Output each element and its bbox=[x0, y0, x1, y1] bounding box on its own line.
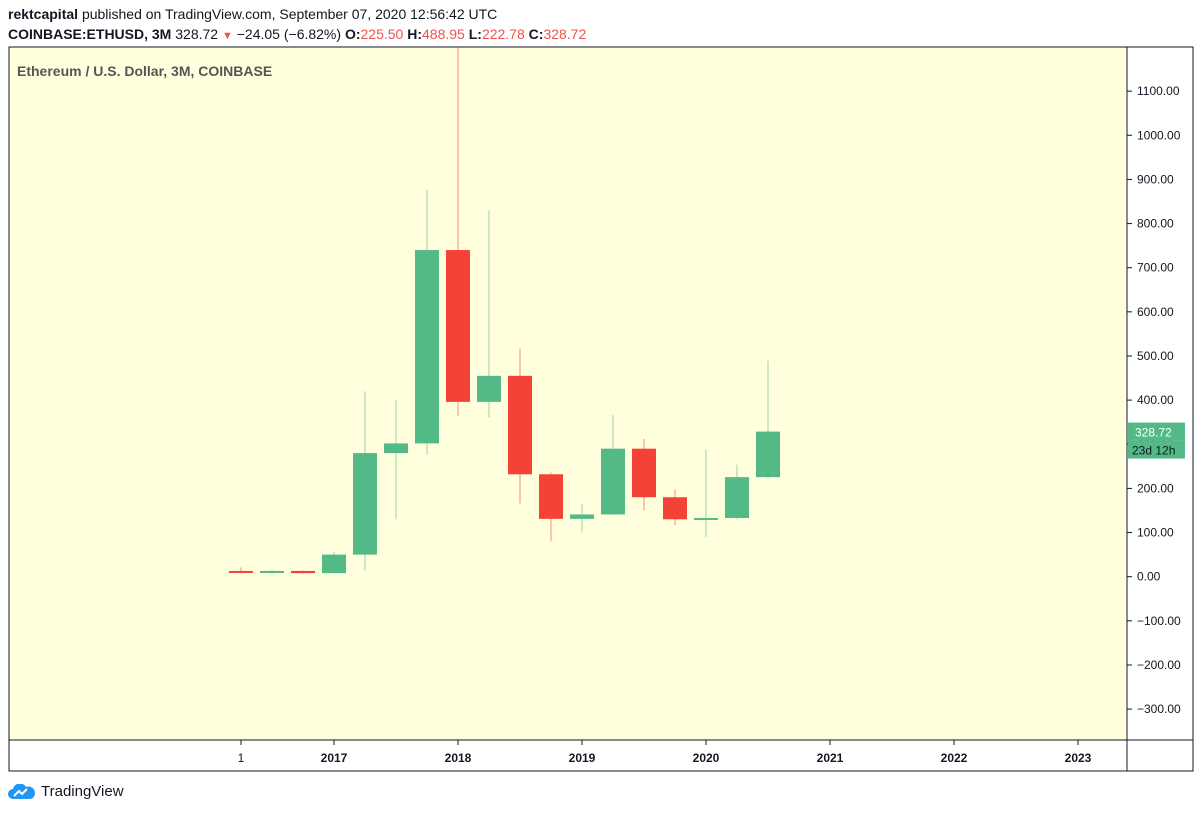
candle-body bbox=[446, 250, 470, 402]
candle-body bbox=[694, 517, 718, 520]
y-tick-label: 1000.00 bbox=[1137, 128, 1181, 142]
countdown-tag-label: 23d 12h bbox=[1132, 444, 1175, 458]
candle-body bbox=[601, 448, 625, 515]
candle bbox=[291, 570, 315, 574]
last-price: 328.72 bbox=[175, 26, 219, 42]
y-tick-label: 600.00 bbox=[1137, 305, 1174, 319]
high-label: H: bbox=[407, 26, 422, 42]
candle bbox=[322, 551, 346, 574]
low-label: L: bbox=[468, 26, 482, 42]
open-value: 225.50 bbox=[360, 26, 404, 42]
candle bbox=[229, 567, 253, 574]
candle-body bbox=[570, 514, 594, 519]
y-tick-label: 900.00 bbox=[1137, 172, 1174, 186]
candle-body bbox=[508, 375, 532, 475]
symbol-info: COINBASE:ETHUSD, 3M 328.72 ▼ −24.05 (−6.… bbox=[8, 26, 586, 42]
y-tick-label: 500.00 bbox=[1137, 349, 1174, 363]
x-tick-label: 2021 bbox=[817, 751, 844, 765]
x-tick-label: 2018 bbox=[445, 751, 472, 765]
low-value: 222.78 bbox=[481, 26, 525, 42]
candle bbox=[725, 464, 749, 520]
candle bbox=[539, 472, 563, 542]
candle-body bbox=[353, 453, 377, 555]
x-tick-label: 2019 bbox=[569, 751, 596, 765]
brand-name: TradingView bbox=[41, 783, 124, 800]
candle-body bbox=[663, 497, 687, 520]
x-tick-label: 2022 bbox=[941, 751, 968, 765]
candle bbox=[477, 210, 501, 418]
candle bbox=[601, 415, 625, 515]
x-tick-label: 1 bbox=[238, 751, 245, 765]
candle bbox=[632, 438, 656, 511]
chart-frame bbox=[8, 46, 1194, 772]
x-tick-label: 2017 bbox=[321, 751, 348, 765]
cloud-icon bbox=[8, 783, 35, 799]
high-value: 488.95 bbox=[422, 26, 465, 42]
last-price-tag bbox=[1128, 422, 1185, 441]
candle bbox=[570, 503, 594, 533]
chart-title: Ethereum / U.S. Dollar, 3M, COINBASE bbox=[17, 63, 272, 79]
candle-body bbox=[725, 477, 749, 518]
close-value: 328.72 bbox=[543, 26, 587, 42]
publish-text: published on TradingView.com, September … bbox=[81, 6, 498, 22]
candle bbox=[756, 360, 780, 479]
price-change: −24.05 (−6.82%) bbox=[236, 26, 342, 42]
candle-body bbox=[291, 570, 315, 574]
candle-body bbox=[260, 570, 284, 573]
countdown-tag bbox=[1128, 440, 1185, 459]
candle bbox=[353, 391, 377, 571]
y-tick-label: 200.00 bbox=[1137, 481, 1174, 495]
y-tick-label: 0.00 bbox=[1137, 570, 1161, 584]
author-name: rektcapital bbox=[8, 6, 79, 22]
plot-area bbox=[9, 47, 1127, 740]
candle bbox=[446, 47, 470, 416]
candle-body bbox=[539, 474, 563, 519]
x-tick-label: 2020 bbox=[693, 751, 720, 765]
y-tick-label: −100.00 bbox=[1137, 614, 1181, 628]
symbol-label: COINBASE:ETHUSD, 3M bbox=[8, 26, 172, 42]
y-tick-label: −300.00 bbox=[1137, 702, 1181, 716]
y-tick-label: 100.00 bbox=[1137, 526, 1174, 540]
y-tick-label: 400.00 bbox=[1137, 393, 1174, 407]
open-label: O: bbox=[344, 26, 361, 42]
candle-body bbox=[756, 431, 780, 478]
y-tick-label: 800.00 bbox=[1137, 217, 1174, 231]
tradingview-logo[interactable]: TradingView bbox=[8, 783, 124, 800]
publish-info: rektcapital published on TradingView.com… bbox=[8, 6, 497, 22]
candle bbox=[694, 449, 718, 537]
candle bbox=[384, 400, 408, 520]
y-tick-label: 700.00 bbox=[1137, 261, 1174, 275]
y-tick-label: 1100.00 bbox=[1137, 84, 1180, 98]
candle-body bbox=[632, 448, 656, 498]
x-tick-label: 2023 bbox=[1065, 751, 1092, 765]
down-arrow-icon: ▼ bbox=[221, 30, 233, 42]
candle-body bbox=[229, 570, 253, 573]
candle-body bbox=[322, 554, 346, 574]
candle bbox=[260, 570, 284, 574]
candle bbox=[415, 189, 439, 455]
candle-body bbox=[415, 250, 439, 444]
candle bbox=[663, 489, 687, 526]
candle-body bbox=[477, 375, 501, 402]
close-label: C: bbox=[528, 26, 544, 42]
candle bbox=[508, 348, 532, 504]
y-tick-label: −200.00 bbox=[1137, 658, 1181, 672]
candle-body bbox=[384, 443, 408, 454]
last-price-tag-label: 328.72 bbox=[1135, 426, 1172, 440]
